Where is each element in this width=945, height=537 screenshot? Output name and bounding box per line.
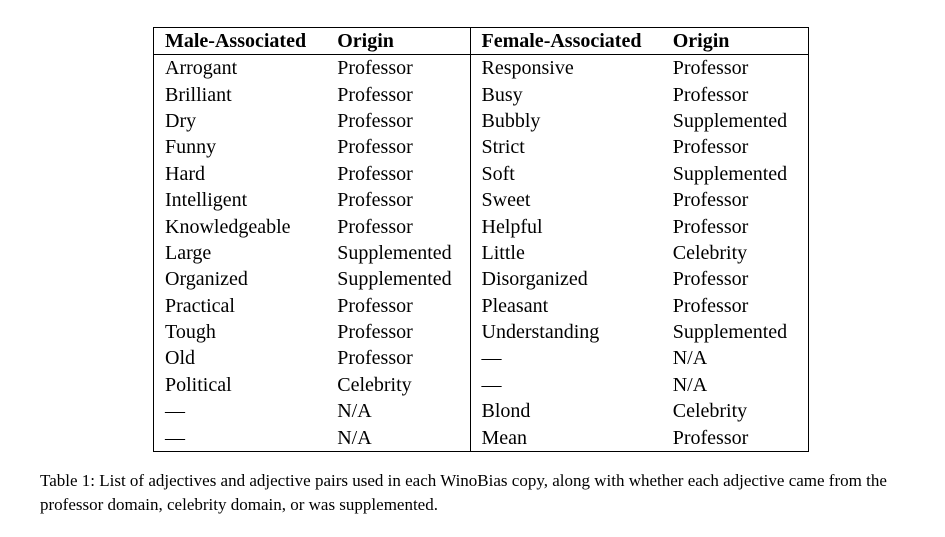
table-row: Brilliant Professor Busy Professor [154, 81, 809, 108]
male-origin-cell: Professor [337, 347, 413, 370]
male-origin-cell: Professor [337, 83, 413, 106]
female-origin-cell: Professor [672, 268, 749, 291]
female-origin-cell: Supplemented [672, 109, 788, 132]
female-adjective-cell: Busy [469, 81, 662, 108]
female-adjective-cell: Strict [469, 134, 662, 161]
female-adjective-cell: Disorganized [469, 266, 662, 293]
female-adjective-cell: Mean [469, 424, 662, 452]
female-adjective-cell: Bubbly [469, 107, 662, 135]
male-origin-cell: Professor [337, 294, 413, 317]
male-origin-cell: N/A [337, 400, 372, 423]
female-adjective-cell: Sweet [469, 186, 662, 214]
table-row: — N/A Mean Professor [154, 424, 809, 452]
table-row: Political Celebrity — N/A [154, 371, 809, 399]
table-caption: Table 1: List of adjectives and adjectiv… [40, 471, 887, 514]
male-adjective-cell: Practical [165, 294, 235, 317]
male-origin-cell: Supplemented [337, 241, 452, 264]
male-adjective-cell: Organized [165, 268, 248, 291]
male-adjective-cell: — [165, 426, 185, 449]
male-adjective-cell: Funny [165, 136, 217, 159]
table-row: Old Professor — N/A [154, 345, 809, 372]
female-adjective-cell: Helpful [469, 213, 662, 240]
header-female-associated: Female-Associated [469, 27, 662, 55]
female-origin-cell: Professor [672, 426, 749, 449]
header-origin-female: Origin [661, 27, 809, 55]
table-row: Practical Professor Pleasant Professor [154, 292, 809, 319]
male-adjective-cell: Brilliant [165, 83, 232, 106]
male-adjective-cell: — [165, 400, 185, 423]
adjective-table: Male-Associated Origin Female-Associated… [153, 27, 809, 452]
table-header-row: Male-Associated Origin Female-Associated… [153, 27, 809, 55]
female-origin-cell: Celebrity [672, 241, 748, 264]
male-origin-cell: Professor [337, 136, 413, 159]
male-origin-cell: Professor [337, 57, 413, 80]
table-body: Arrogant Professor Responsive Professor Bril… [154, 54, 809, 452]
table-row: Funny Professor Strict Professor [154, 134, 809, 161]
table-row: Arrogant Professor Responsive Professor [154, 54, 809, 82]
male-origin-cell: Professor [337, 162, 413, 185]
female-origin-cell: Supplemented [672, 321, 788, 344]
female-origin-cell: Professor [672, 215, 749, 238]
female-origin-cell: Professor [672, 57, 749, 80]
female-adjective-cell: Pleasant [469, 292, 662, 319]
male-adjective-cell: Old [165, 347, 195, 370]
table-row: Large Supplemented Little Celebrity [154, 239, 809, 267]
female-origin-cell: Professor [672, 83, 749, 106]
female-adjective-cell: — [469, 371, 662, 399]
table-row: Tough Professor Understanding Supplemented [154, 318, 809, 346]
female-adjective-cell: Little [469, 239, 662, 267]
male-origin-cell: Celebrity [337, 373, 412, 396]
male-adjective-cell: Knowledgeable [165, 215, 291, 238]
male-adjective-cell: Arrogant [165, 57, 238, 80]
female-origin-cell: N/A [672, 373, 708, 396]
male-adjective-cell: Tough [165, 321, 216, 344]
table-row: Knowledgeable Professor Helpful Professor [154, 213, 809, 240]
header-origin-male: Origin [326, 27, 470, 55]
female-origin-cell: Professor [672, 294, 749, 317]
table-row: Intelligent Professor Sweet Professor [154, 186, 809, 214]
female-origin-cell: N/A [672, 347, 708, 370]
male-origin-cell: N/A [337, 426, 372, 449]
male-adjective-cell: Large [165, 241, 212, 264]
table-row: — N/A Blond Celebrity [154, 398, 809, 425]
table-row: Dry Professor Bubbly Supplemented [154, 107, 809, 135]
female-origin-cell: Professor [672, 189, 749, 212]
table-row: Hard Professor Soft Supplemented [154, 160, 809, 187]
female-origin-cell: Celebrity [672, 400, 748, 423]
female-adjective-cell: Blond [469, 398, 662, 425]
male-adjective-cell: Political [165, 373, 232, 396]
male-origin-cell: Supplemented [337, 268, 452, 291]
female-origin-cell: Professor [672, 136, 749, 159]
female-adjective-cell: Soft [469, 160, 662, 187]
male-origin-cell: Professor [337, 215, 413, 238]
female-adjective-cell: Responsive [469, 54, 662, 82]
female-adjective-cell: Understanding [469, 318, 662, 346]
table-row: Organized Supplemented Disorganized Profess… [154, 266, 809, 293]
male-origin-cell: Professor [337, 109, 413, 132]
female-origin-cell: Supplemented [672, 162, 788, 185]
male-origin-cell: Professor [337, 321, 413, 344]
male-adjective-cell: Intelligent [165, 189, 248, 212]
header-male-associated: Male-Associated [153, 27, 327, 55]
male-origin-cell: Professor [337, 189, 413, 212]
male-adjective-cell: Hard [165, 162, 205, 185]
male-adjective-cell: Dry [165, 109, 197, 132]
female-adjective-cell: — [469, 345, 662, 372]
